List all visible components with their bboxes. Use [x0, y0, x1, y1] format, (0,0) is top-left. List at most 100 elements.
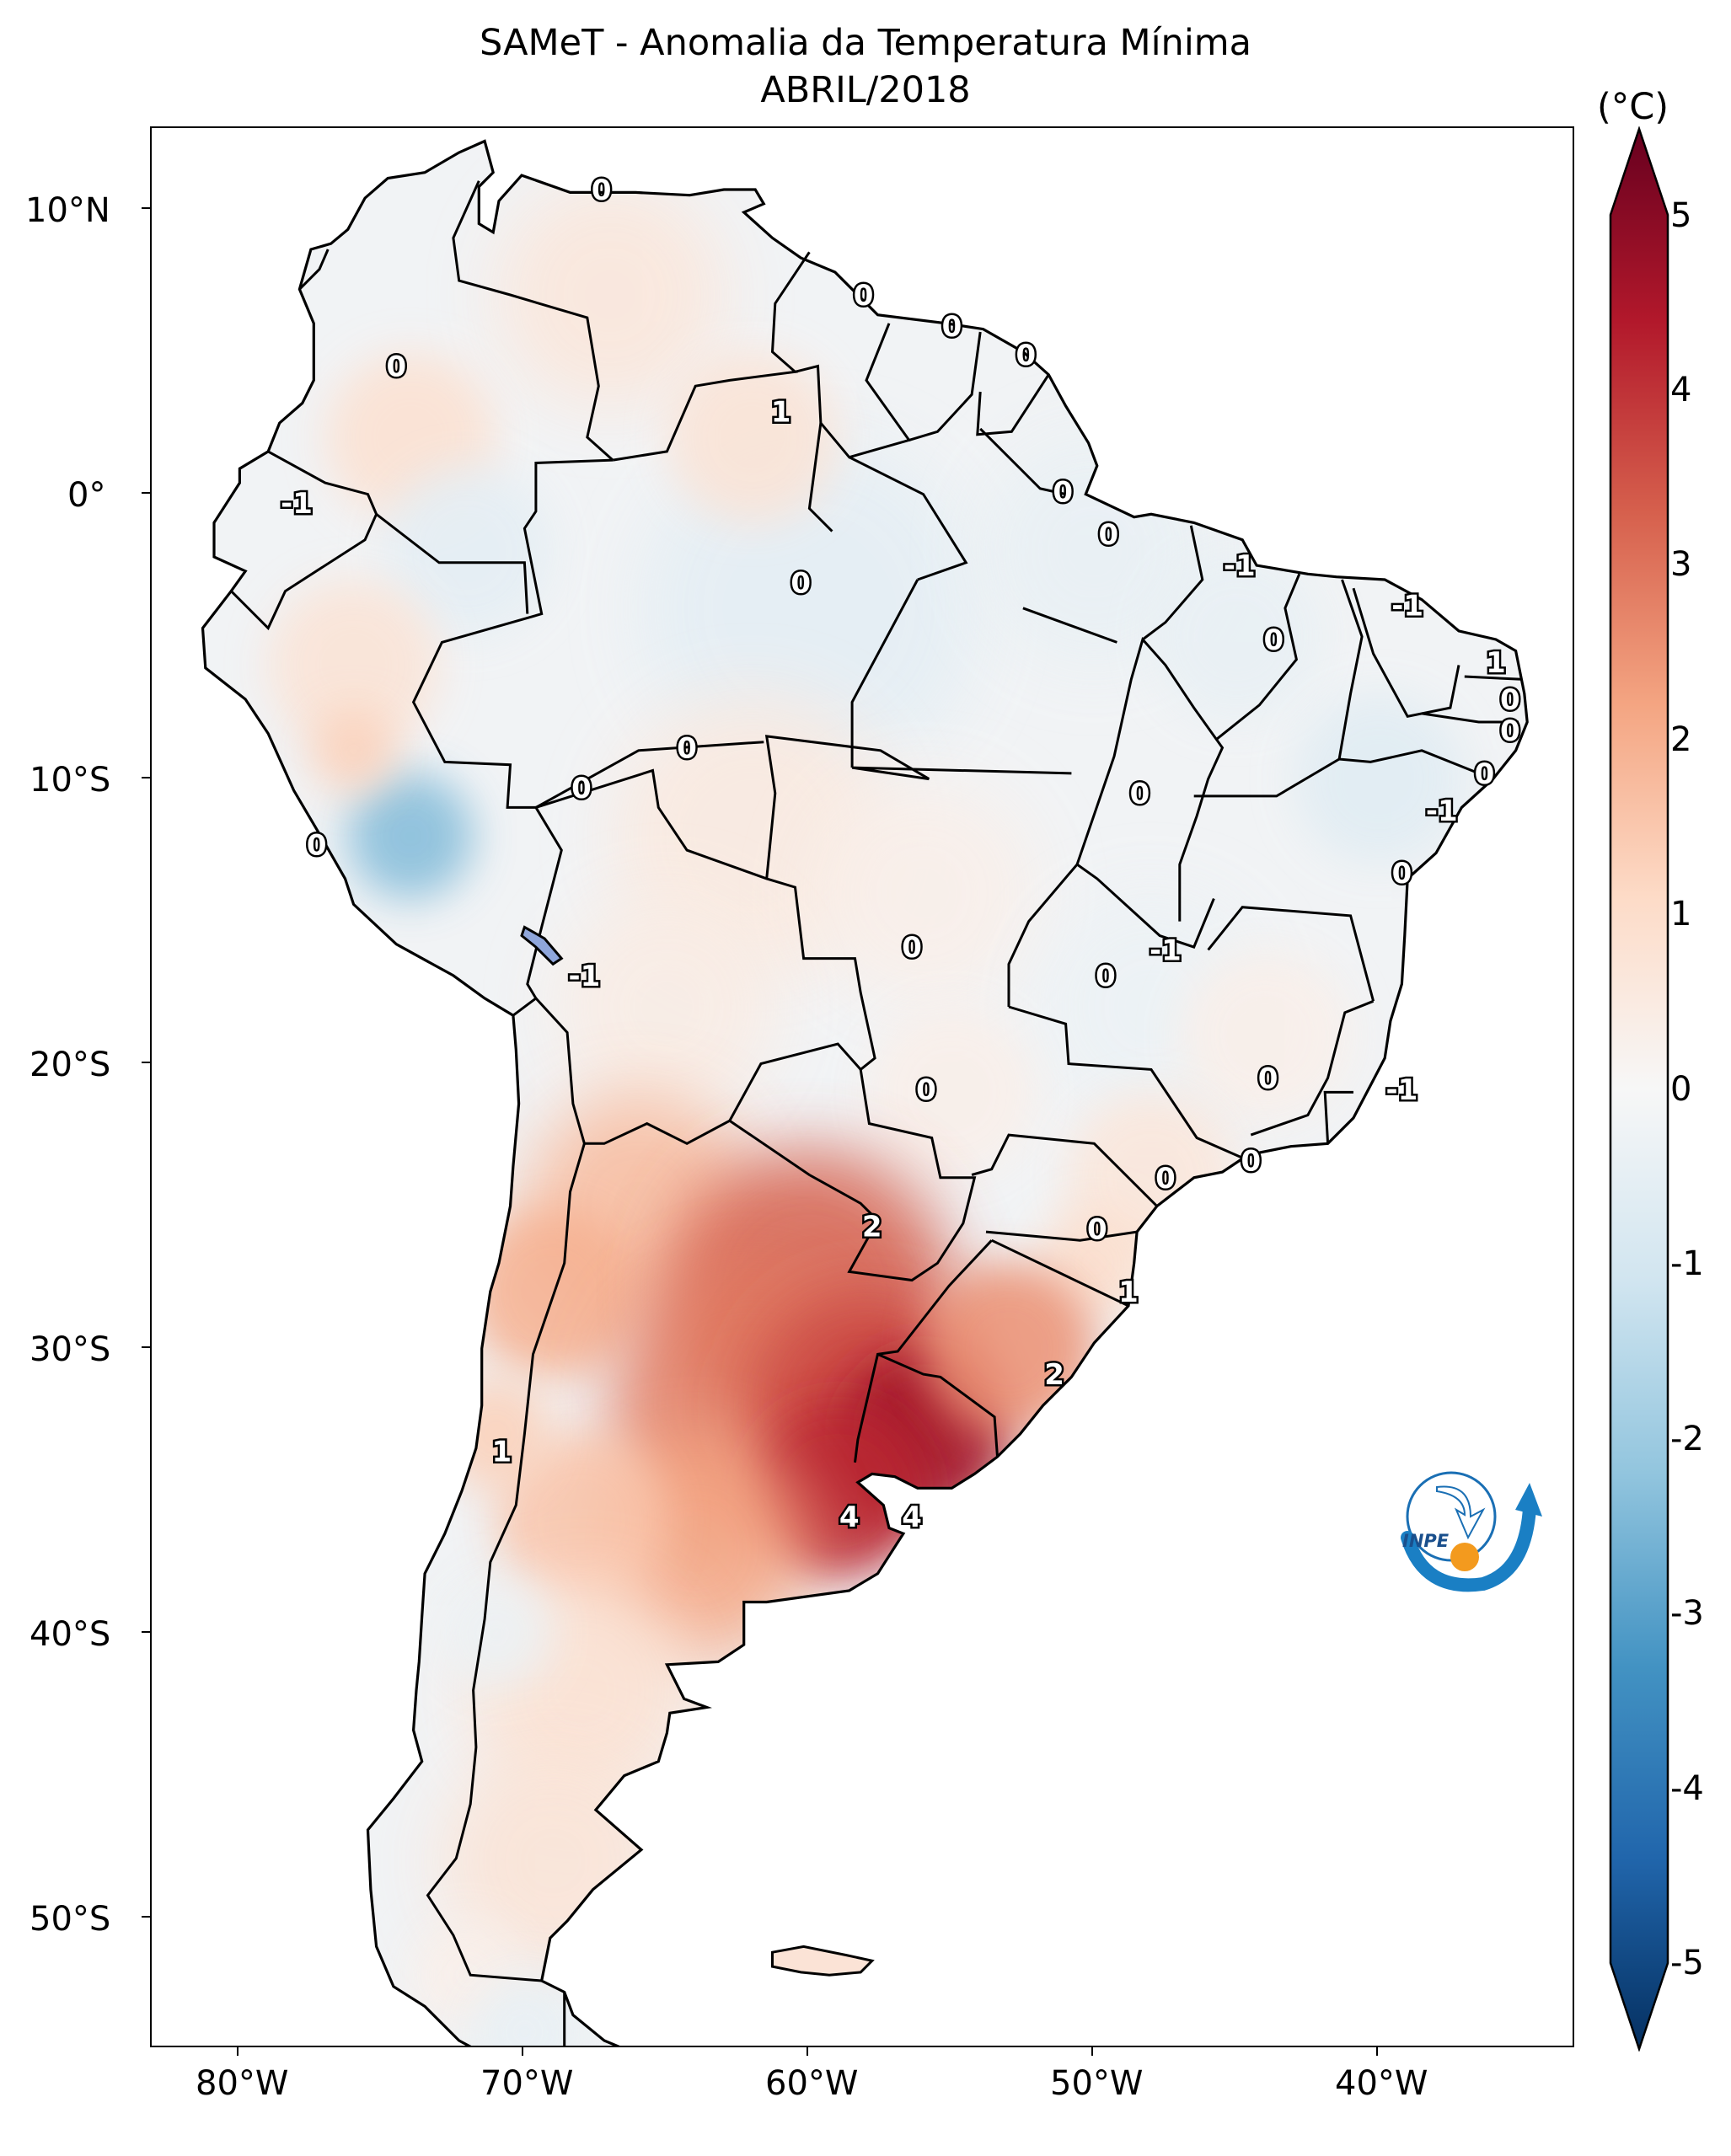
lon-label-70w: 70°W [480, 2064, 574, 2103]
lon-tick-mark [237, 2047, 239, 2056]
colorbar-unit: (°C) [1597, 86, 1669, 128]
colorbar-tick-m3: -3 [1670, 1594, 1704, 1633]
anomaly-blob [667, 351, 839, 523]
border-line [854, 1239, 993, 1463]
anomaly-blob [467, 1975, 581, 2046]
border-line [1352, 587, 1460, 718]
colorbar-tick-m1: -1 [1670, 1244, 1704, 1283]
contour-label: 0 [1130, 778, 1150, 811]
contour-label: 1 [1118, 1276, 1139, 1309]
anomaly-blob [1294, 693, 1465, 865]
lat-tick-mark [142, 776, 150, 778]
contour-label: 0 [854, 279, 874, 313]
anomaly-blob [553, 892, 781, 1121]
contour-label: 0 [1155, 1162, 1176, 1196]
anomaly-blob [496, 180, 724, 409]
lat-label-30s: 30°S [29, 1330, 111, 1369]
contour-label: 2 [862, 1210, 882, 1244]
border-line [764, 735, 930, 880]
anomaly-blob [382, 465, 554, 637]
border-line [850, 579, 919, 768]
anomaly-blob [268, 580, 439, 751]
colorbar-tick-m4: -4 [1670, 1769, 1704, 1808]
contour-label: 0 [902, 931, 922, 965]
contour-label: 0 [1500, 714, 1520, 748]
lat-label-50s: 50°S [29, 1900, 111, 1939]
border-line [976, 373, 1050, 436]
anomaly-blob [467, 1206, 639, 1378]
contour-label: -1 [1386, 1073, 1418, 1107]
border-line [426, 1142, 586, 1982]
colorbar-tick-1: 1 [1670, 895, 1692, 934]
border-line [1207, 906, 1375, 1002]
anomaly-blob [310, 708, 397, 794]
border-line [849, 456, 968, 581]
inpe-logo: INPE [1401, 1471, 1542, 1592]
contour-label: 0 [1098, 518, 1118, 552]
border-line [1141, 525, 1204, 641]
border-line [535, 768, 876, 1071]
lon-label-40w: 40°W [1335, 2064, 1428, 2103]
contour-label: 0 [1475, 757, 1495, 791]
contour-label: 0 [916, 1073, 936, 1107]
border-line [876, 1353, 999, 1458]
border-line [1250, 999, 1375, 1137]
anomaly-blob [866, 1007, 1037, 1178]
contour-label: 0 [571, 772, 592, 805]
border-line [1193, 749, 1480, 798]
map-panel: 0 0 0 0 0 1 0 0 -1 -1 0 -1 0 1 0 0 0 0 0 0 -1 0 0 0 -1 -1 0 0 0 -1 0 0 0… [150, 126, 1574, 2047]
contour-label: 0 [1392, 857, 1412, 891]
lon-label-60w: 60°W [765, 2064, 859, 2103]
contour-label: -1 [568, 960, 600, 993]
country-state-borders [230, 180, 1522, 2046]
lat-tick-mark [142, 491, 150, 494]
contour-label: 0 [592, 174, 612, 207]
contour-label: -1 [1426, 794, 1458, 828]
anomaly-blob [638, 437, 981, 779]
contour-label: 0 [386, 350, 406, 384]
border-line [1323, 1090, 1353, 1144]
border-line [1007, 862, 1215, 1007]
map-subtitle: ABRIL/2018 [760, 69, 971, 111]
lat-label-20s: 20°S [29, 1046, 111, 1084]
border-line [534, 997, 862, 1145]
anomaly-blob [439, 1576, 554, 1691]
contour-label: -1 [1150, 934, 1182, 967]
border-line [535, 741, 764, 809]
lat-label-10s: 10°S [29, 761, 111, 800]
contour-label: 0 [1016, 339, 1036, 372]
colorbar-tick-m2: -2 [1670, 1420, 1704, 1458]
lat-label-10n: 10°N [25, 191, 110, 230]
border-line [1215, 573, 1301, 741]
lat-tick-mark [142, 1915, 150, 1918]
border-line [411, 458, 614, 1017]
border-line [375, 513, 529, 614]
lon-label-50w: 50°W [1050, 2064, 1144, 2103]
contour-label: -1 [281, 487, 313, 521]
border-line [298, 249, 330, 291]
border-line [1008, 1005, 1243, 1159]
anomaly-blob [809, 778, 1037, 1008]
lon-tick-mark [1376, 2047, 1379, 2056]
lon-tick-mark [1091, 2047, 1094, 2056]
lake-titicaca [520, 925, 564, 966]
anomaly-blob [347, 773, 474, 899]
border-line [1337, 579, 1364, 760]
border-line [908, 331, 982, 441]
contour-label: 0 [307, 828, 327, 862]
border-line [979, 427, 1066, 496]
coastline [201, 139, 1529, 2046]
lat-label-0: 0° [67, 476, 106, 515]
lon-label-80w: 80°W [196, 2064, 289, 2103]
lat-tick-mark [142, 1061, 150, 1063]
border-line [612, 251, 811, 462]
border-line [452, 180, 614, 462]
border-line [1022, 607, 1117, 644]
border-line [991, 1238, 1129, 1308]
lon-tick-mark [807, 2047, 809, 2056]
contour-label: 0 [1258, 1062, 1278, 1096]
contour-label: 0 [942, 310, 962, 344]
border-line [971, 1133, 1158, 1207]
